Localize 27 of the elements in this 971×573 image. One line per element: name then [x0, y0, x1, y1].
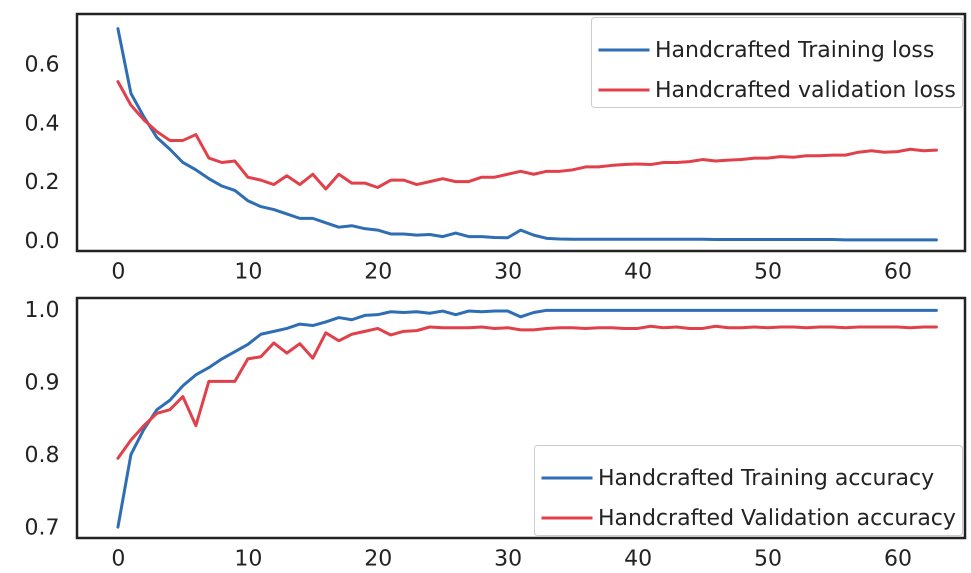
legend-label: Handcrafted Validation accuracy	[598, 506, 956, 531]
x-tick-label: 0	[111, 260, 126, 284]
x-tick-label: 40	[624, 260, 652, 284]
legend-label: Handcrafted validation loss	[655, 78, 956, 103]
y-tick-label: 1.0	[24, 298, 60, 324]
y-tick-label: 0.4	[24, 111, 60, 136]
x-tick-label: 20	[364, 260, 392, 284]
x-tick-label: 30	[494, 546, 522, 572]
legend-label: Handcrafted Training loss	[655, 38, 934, 63]
legend-label: Handcrafted Training accuracy	[598, 466, 934, 491]
y-tick-label: 0.0	[24, 228, 60, 254]
x-tick-label: 30	[494, 260, 522, 284]
line-series	[116, 324, 938, 460]
x-tick-label: 10	[234, 260, 262, 284]
x-tick-label: 10	[234, 546, 262, 572]
x-tick-label: 60	[884, 260, 912, 284]
y-tick-label: 0.2	[24, 170, 60, 196]
y-tick-label: 0.9	[24, 370, 60, 396]
x-tick-label: 50	[754, 260, 782, 284]
y-tick-label: 0.7	[24, 516, 60, 541]
x-tick-label: 40	[624, 546, 652, 572]
x-tick-label: 50	[754, 546, 782, 572]
y-tick-label: 0.6	[24, 52, 60, 78]
y-tick-label: 0.8	[24, 443, 60, 468]
x-tick-label: 60	[884, 546, 912, 572]
x-tick-label: 0	[111, 546, 126, 572]
x-tick-label: 20	[364, 546, 392, 572]
